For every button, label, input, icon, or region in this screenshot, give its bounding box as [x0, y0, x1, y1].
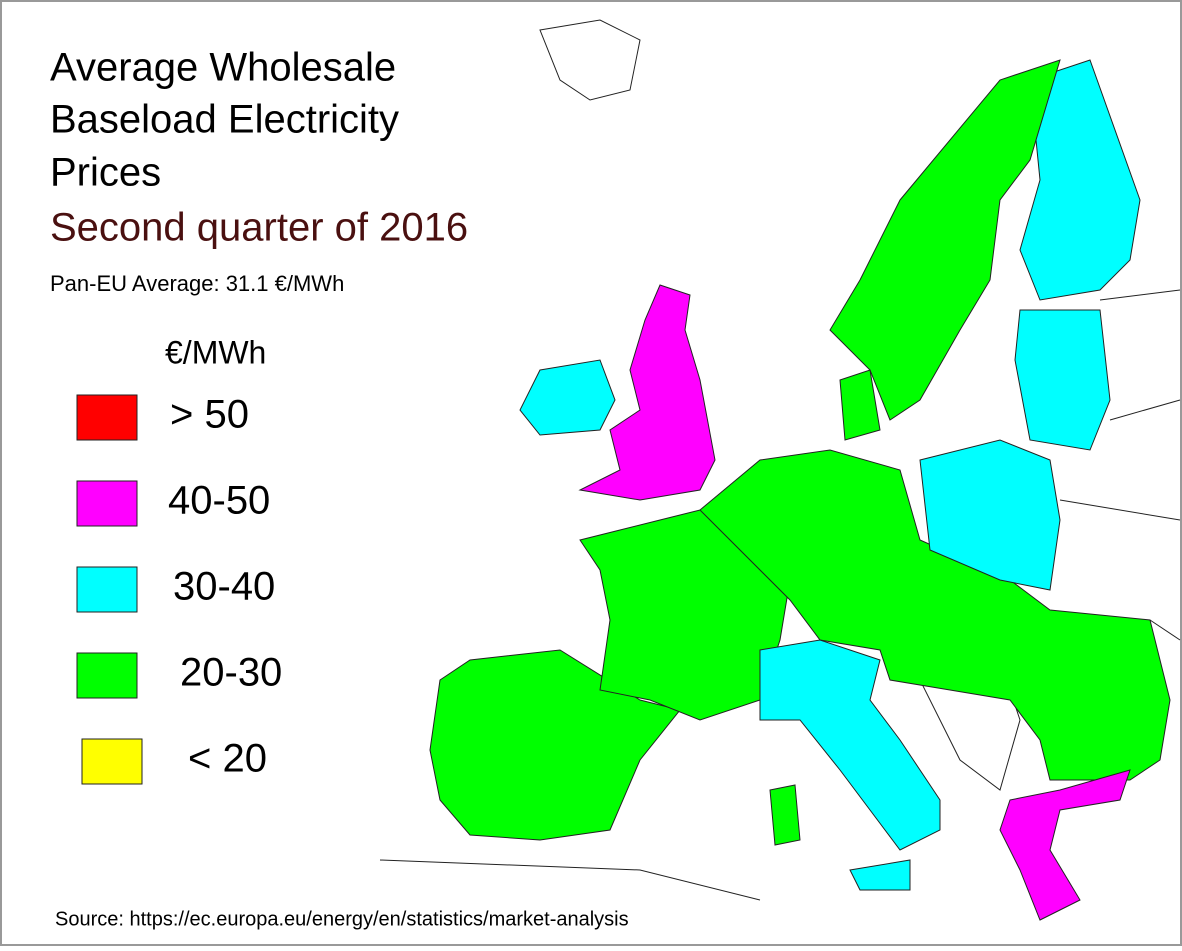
legend-label: 30-40 — [173, 565, 275, 609]
central-europe — [699, 449, 1171, 781]
sardinia — [769, 784, 801, 846]
greece — [999, 769, 1131, 921]
ireland — [519, 359, 616, 436]
legend-unit: €/MWh — [165, 334, 266, 370]
legend-swatch — [81, 738, 143, 785]
coastline — [379, 289, 1181, 901]
baltics — [1014, 309, 1111, 451]
subtitle: Second quarter of 2016 — [50, 206, 468, 250]
iberia — [429, 649, 681, 841]
uk — [578, 284, 716, 501]
legend-swatch — [76, 480, 138, 527]
denmark — [839, 369, 881, 441]
legend-label: 20-30 — [180, 651, 282, 695]
legend-label: > 50 — [170, 393, 249, 437]
legend-swatch — [76, 566, 138, 613]
title-line: Prices — [50, 151, 161, 195]
poland — [919, 439, 1061, 591]
average: Pan-EU Average: 31.1 €/MWh — [50, 271, 344, 296]
legend-swatch — [76, 394, 138, 441]
iceland — [539, 19, 641, 101]
sicily — [849, 859, 911, 891]
legend-label: < 20 — [188, 737, 267, 781]
legend: > 50 40-50 30-40 20-30 < 20 — [76, 393, 282, 785]
title-line: Baseload Electricity — [50, 98, 399, 142]
title-line: Average Wholesale — [50, 46, 396, 90]
italy — [759, 639, 941, 851]
scandinavia — [829, 59, 1061, 421]
legend-swatch — [76, 652, 138, 699]
legend-label: 40-50 — [168, 479, 270, 523]
finland — [1019, 59, 1141, 301]
map — [379, 19, 1181, 921]
source: Source: https://ec.europa.eu/energy/en/s… — [55, 908, 629, 930]
